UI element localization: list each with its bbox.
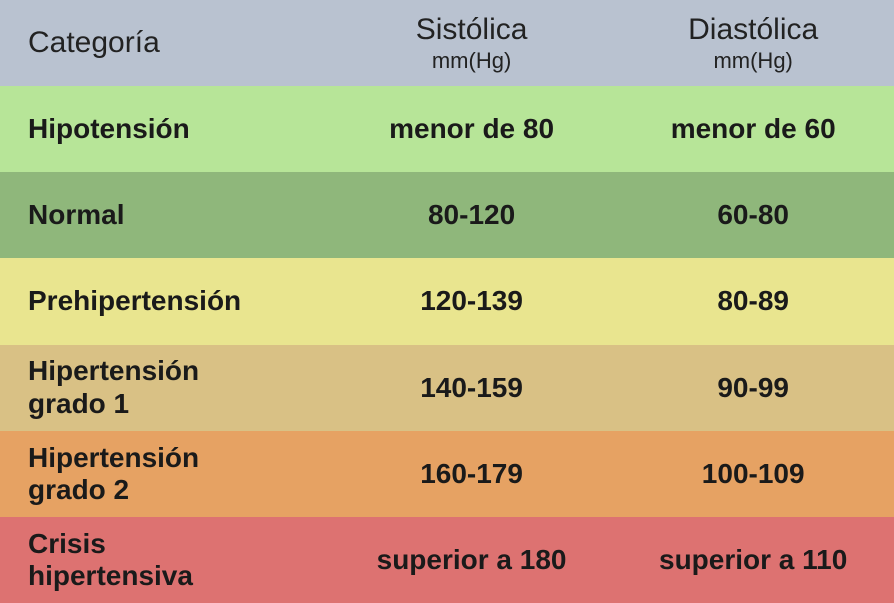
bp-table: Categoría Sistólica mm(Hg) Diastólica mm… [0,0,894,603]
table-row: Hipertensión grado 2160-179100-109 [0,431,894,517]
cell-diastolic: 90-99 [612,345,894,431]
table-row: Crisis hipertensivasuperior a 180superio… [0,517,894,603]
header-diastolic: Diastólica mm(Hg) [612,0,894,86]
header-systolic-unit: mm(Hg) [432,48,511,73]
header-systolic: Sistólica mm(Hg) [331,0,613,86]
cell-diastolic: menor de 60 [612,86,894,172]
cell-systolic: 160-179 [331,431,613,517]
header-diastolic-unit: mm(Hg) [713,48,792,73]
cell-systolic: superior a 180 [331,517,613,603]
table-row: Normal80-12060-80 [0,172,894,258]
cell-category: Normal [0,172,331,258]
header-category-label: Categoría [28,26,160,61]
cell-category: Prehipertensión [0,258,331,344]
cell-category: Hipertensión grado 2 [0,431,331,517]
table-header-row: Categoría Sistólica mm(Hg) Diastólica mm… [0,0,894,86]
table-row: Hipertensión grado 1140-15990-99 [0,345,894,431]
cell-diastolic: superior a 110 [612,517,894,603]
cell-systolic: 80-120 [331,172,613,258]
cell-systolic: 120-139 [331,258,613,344]
cell-systolic: menor de 80 [331,86,613,172]
cell-category: Hipotensión [0,86,331,172]
table-body: Hipotensiónmenor de 80menor de 60Normal8… [0,86,894,603]
table-row: Hipotensiónmenor de 80menor de 60 [0,86,894,172]
header-category: Categoría [0,0,331,86]
cell-diastolic: 100-109 [612,431,894,517]
header-diastolic-label: Diastólica [688,13,818,48]
header-systolic-label: Sistólica [416,13,528,48]
cell-category: Crisis hipertensiva [0,517,331,603]
table-row: Prehipertensión120-13980-89 [0,258,894,344]
cell-diastolic: 80-89 [612,258,894,344]
cell-diastolic: 60-80 [612,172,894,258]
cell-category: Hipertensión grado 1 [0,345,331,431]
cell-systolic: 140-159 [331,345,613,431]
